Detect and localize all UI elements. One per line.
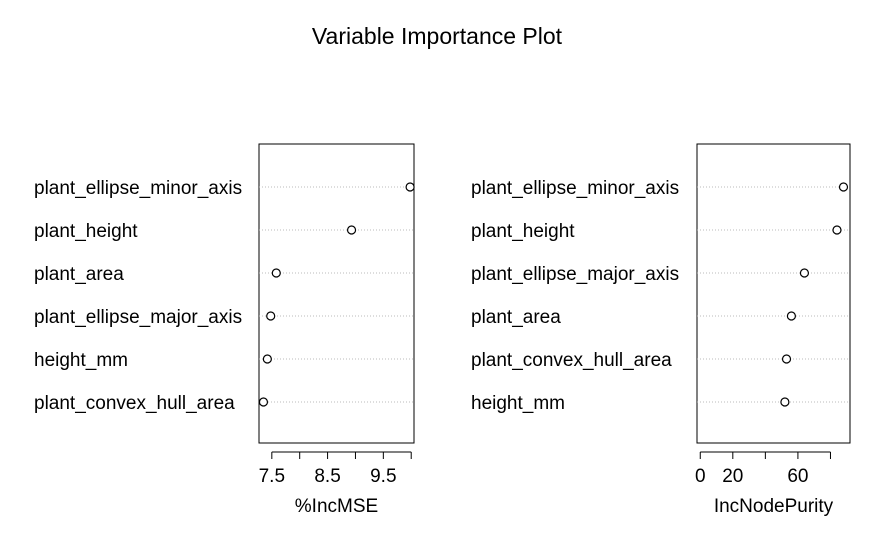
data-point	[838, 182, 849, 192]
category-label: plant_area	[471, 307, 561, 328]
x-tick-label: 60	[787, 466, 808, 487]
x-tick-label: 8.5	[314, 466, 340, 487]
x-tick-label: 9.5	[370, 466, 396, 487]
category-label: height_mm	[34, 350, 128, 371]
category-label: plant_ellipse_major_axis	[471, 264, 679, 285]
data-point	[258, 397, 269, 407]
chart-title: Variable Importance Plot	[312, 23, 563, 49]
data-point	[781, 354, 792, 364]
category-label: plant_area	[34, 264, 124, 285]
data-point	[405, 182, 415, 192]
data-point	[780, 397, 790, 407]
category-label: plant_ellipse_minor_axis	[34, 178, 242, 199]
data-point	[346, 225, 357, 235]
data-point	[786, 311, 797, 321]
category-label: plant_ellipse_minor_axis	[471, 178, 679, 199]
category-label: height_mm	[471, 393, 565, 414]
x-tick-label: 20	[722, 466, 743, 487]
data-point	[799, 268, 810, 278]
data-point	[262, 354, 272, 364]
category-label: plant_ellipse_major_axis	[34, 307, 242, 328]
category-label: plant_convex_hull_area	[471, 350, 672, 371]
x-axis-label: IncNodePurity	[714, 496, 834, 517]
x-tick-label: 0	[695, 466, 706, 487]
category-label: plant_height	[471, 221, 575, 242]
data-point	[832, 225, 842, 235]
plot-frame-2	[696, 143, 851, 444]
x-axis-label: %IncMSE	[295, 496, 378, 517]
category-label: plant_height	[34, 221, 138, 242]
data-point	[271, 268, 281, 278]
plot-frame-1	[258, 143, 415, 444]
data-point	[266, 311, 276, 321]
x-tick-label: 7.5	[259, 466, 285, 487]
category-label: plant_convex_hull_area	[34, 393, 235, 414]
